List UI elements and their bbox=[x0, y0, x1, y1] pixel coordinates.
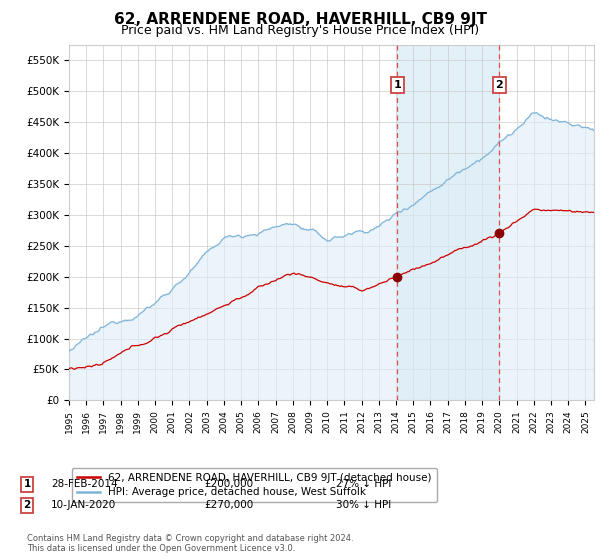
Text: 30% ↓ HPI: 30% ↓ HPI bbox=[336, 500, 391, 510]
Text: 10-JAN-2020: 10-JAN-2020 bbox=[51, 500, 116, 510]
Text: 2: 2 bbox=[496, 80, 503, 90]
Text: 62, ARRENDENE ROAD, HAVERHILL, CB9 9JT: 62, ARRENDENE ROAD, HAVERHILL, CB9 9JT bbox=[113, 12, 487, 27]
Text: £200,000: £200,000 bbox=[204, 479, 253, 489]
Text: 1: 1 bbox=[394, 80, 401, 90]
Bar bbox=[397, 45, 499, 400]
Text: Contains HM Land Registry data © Crown copyright and database right 2024.
This d: Contains HM Land Registry data © Crown c… bbox=[27, 534, 353, 553]
Text: 2: 2 bbox=[23, 500, 31, 510]
Text: £270,000: £270,000 bbox=[204, 500, 253, 510]
Legend: 62, ARRENDENE ROAD, HAVERHILL, CB9 9JT (detached house), HPI: Average price, det: 62, ARRENDENE ROAD, HAVERHILL, CB9 9JT (… bbox=[71, 468, 437, 502]
Text: Price paid vs. HM Land Registry's House Price Index (HPI): Price paid vs. HM Land Registry's House … bbox=[121, 24, 479, 36]
Text: 27% ↓ HPI: 27% ↓ HPI bbox=[336, 479, 391, 489]
Text: 28-FEB-2014: 28-FEB-2014 bbox=[51, 479, 118, 489]
Text: 1: 1 bbox=[23, 479, 31, 489]
